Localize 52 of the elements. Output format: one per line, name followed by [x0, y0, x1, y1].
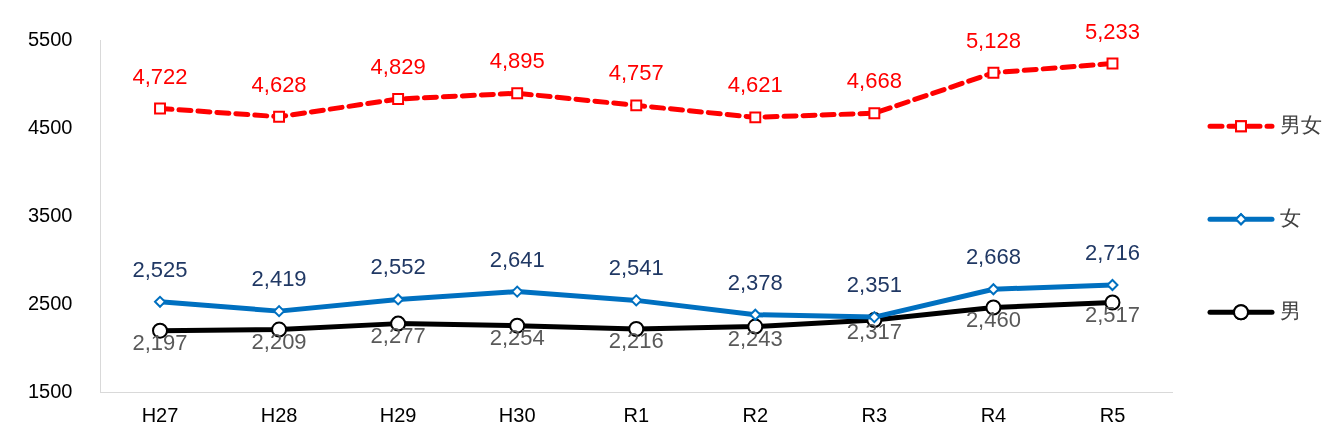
data-label: 5,233: [1084, 18, 1140, 44]
point: [868, 107, 881, 120]
data-label: 2,197: [132, 329, 188, 355]
point: [392, 93, 405, 105]
data-label: 2,668: [965, 244, 1021, 270]
data-label: 2,541: [608, 255, 664, 281]
data-label: 2,317: [846, 319, 902, 345]
data-label: 4,895: [489, 48, 545, 74]
point: [154, 102, 166, 115]
data-label: 2,254: [489, 324, 545, 350]
data-label: 2,209: [251, 328, 307, 354]
point: [273, 110, 286, 123]
data-label: 2,378: [727, 269, 783, 295]
data-label: 2,351: [846, 272, 902, 298]
point: [749, 111, 762, 124]
data-label: 2,525: [132, 256, 188, 282]
x-tick-label: R1: [623, 403, 650, 426]
x-tick-label: R4: [980, 403, 1007, 426]
x-tick-label: H29: [379, 403, 417, 426]
point: [987, 66, 1000, 79]
data-label: 2,460: [965, 306, 1021, 332]
y-tick-label: 1500: [27, 379, 73, 402]
legend-label: 女: [1280, 206, 1301, 230]
data-label: 2,517: [1084, 301, 1140, 327]
x-tick-label: H28: [260, 403, 298, 426]
data-label: 2,277: [370, 322, 426, 348]
x-tick-label: H27: [141, 403, 179, 426]
data-label: 2,641: [489, 246, 545, 272]
data-label: 4,757: [608, 60, 664, 86]
y-tick-label: 2500: [27, 291, 73, 314]
y-tick-label: 4500: [27, 115, 73, 138]
data-label: 2,552: [370, 254, 426, 280]
data-label: 4,621: [727, 72, 783, 98]
point: [630, 99, 643, 112]
data-label: 4,628: [251, 71, 307, 97]
data-label: 4,722: [132, 63, 188, 89]
data-label: 4,668: [846, 68, 902, 94]
x-tick-label: R2: [742, 403, 769, 426]
data-label: 2,216: [608, 328, 664, 354]
data-label: 2,243: [727, 325, 783, 351]
data-label: 4,829: [370, 54, 426, 80]
data-label: 2,419: [251, 266, 307, 292]
data-label: 2,716: [1084, 240, 1140, 266]
legend-label: 男女: [1280, 113, 1322, 137]
legend-label: 男: [1280, 299, 1301, 323]
x-tick-label: R3: [861, 403, 888, 426]
y-tick-label: 3500: [27, 203, 73, 226]
x-tick-label: H30: [498, 403, 536, 426]
data-label: 5,128: [965, 27, 1021, 53]
point: [511, 87, 524, 100]
y-tick-label: 5500: [27, 27, 73, 50]
x-tick-label: R5: [1099, 403, 1126, 426]
